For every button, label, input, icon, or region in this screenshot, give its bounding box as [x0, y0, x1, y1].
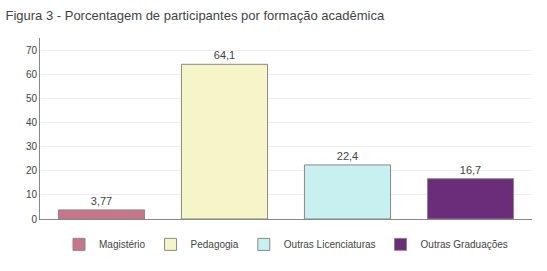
svg-text:16,7: 16,7: [460, 164, 481, 176]
svg-text:Outras Graduações: Outras Graduações: [421, 239, 508, 250]
svg-text:60: 60: [26, 69, 38, 80]
svg-text:64,1: 64,1: [214, 49, 235, 61]
svg-text:70: 70: [26, 45, 38, 56]
svg-text:Outras Licenciaturas: Outras Licenciaturas: [284, 239, 376, 250]
svg-text:Pedagogia: Pedagogia: [191, 239, 239, 250]
svg-text:30: 30: [26, 141, 38, 152]
svg-text:0: 0: [31, 214, 37, 225]
svg-text:20: 20: [26, 165, 38, 176]
svg-text:Magistério: Magistério: [99, 239, 146, 250]
svg-text:22,4: 22,4: [337, 150, 358, 162]
svg-text:Figura 3 - Porcentagem de part: Figura 3 - Porcentagem de participantes …: [5, 8, 384, 23]
svg-text:40: 40: [26, 117, 38, 128]
svg-text:3,77: 3,77: [91, 195, 112, 207]
svg-text:10: 10: [26, 189, 38, 200]
svg-text:50: 50: [26, 93, 38, 104]
